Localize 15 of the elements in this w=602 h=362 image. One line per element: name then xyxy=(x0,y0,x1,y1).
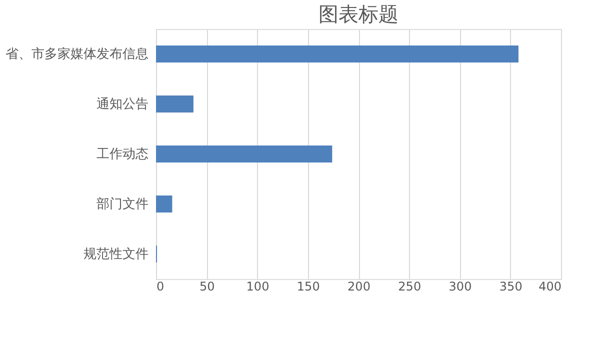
x-tick-label: 300 xyxy=(448,280,472,294)
chart-title: 图表标题 xyxy=(318,2,398,26)
y-tick-label: 规范性文件 xyxy=(84,247,148,262)
y-tick-label: 省、市多家媒体发布信息 xyxy=(6,46,148,62)
y-tick-label: 通知公告 xyxy=(96,97,148,112)
y-tick-label: 工作动态 xyxy=(96,147,148,162)
x-tick-label: 350 xyxy=(499,280,522,294)
y-tick-label: 部门文件 xyxy=(96,196,148,212)
x-tick-label: 250 xyxy=(398,280,422,294)
x-tick-label: 50 xyxy=(199,280,215,294)
x-tick-label: 200 xyxy=(348,280,370,294)
x-tick-label: 0 xyxy=(156,280,164,294)
x-tick-label: 400 xyxy=(538,280,562,294)
x-tick-label: 150 xyxy=(296,280,320,294)
x-tick-label: 100 xyxy=(246,280,270,294)
